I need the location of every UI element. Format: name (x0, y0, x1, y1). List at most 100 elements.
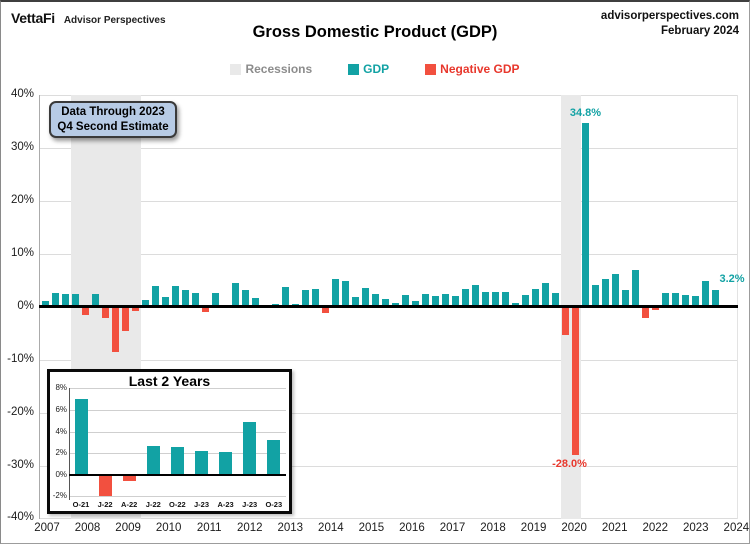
gdp-bar (212, 292, 219, 307)
gdp-bar (462, 288, 469, 307)
x-tick-label: 2010 (155, 522, 182, 534)
callout-label: -28.0% (552, 458, 587, 471)
gdp-bar (162, 296, 169, 307)
gdp-bar (612, 274, 619, 307)
gdp-bar (132, 307, 139, 311)
x-tick-label: 2009 (115, 522, 141, 534)
date-label: February 2024 (661, 25, 739, 37)
gdp-bar (232, 282, 239, 307)
gdp-bar (182, 290, 189, 307)
inset-gridline (69, 496, 286, 498)
x-tick-label: 2016 (399, 522, 425, 534)
y-tick-label: 30% (10, 141, 34, 153)
note-box: Data Through 2023 Q4 Second Estimate (49, 101, 177, 138)
x-tick-label: 2019 (520, 522, 547, 534)
inset-x-tick-label: J-23 (242, 500, 258, 509)
gdp-bar (382, 298, 389, 307)
gdp-bar (122, 307, 129, 332)
gdp-bar (522, 295, 529, 307)
gdp-bar (532, 288, 539, 307)
gdp-bar (652, 307, 659, 311)
header-meta: advisorperspectives.com February 2024 (601, 9, 739, 39)
gdp-bar (562, 307, 569, 336)
y-tick-label: -10% (7, 353, 34, 365)
gridline (39, 95, 738, 96)
y-tick-label: -40% (7, 511, 34, 523)
gdp-bar (152, 285, 159, 307)
gdp-bar (62, 294, 69, 307)
x-tick-label: 2014 (318, 522, 344, 534)
y-axis-labels: 40% 30% 20% 10% 0% -10% -20% -30% -40% (1, 88, 34, 523)
gridline (39, 518, 738, 519)
gdp-bar (492, 292, 499, 307)
gdp-bar (312, 288, 319, 307)
gdp-bar (352, 296, 359, 307)
gdp-bar (502, 291, 509, 307)
gdp-bar (362, 288, 369, 307)
gdp-bar (202, 307, 209, 312)
inset-x-tick-label: O-22 (169, 500, 186, 509)
inset-x-tick-label: J-22 (97, 500, 113, 509)
gdp-bar (672, 293, 679, 307)
inset-gridline (69, 410, 286, 411)
gdp-bar (432, 296, 439, 307)
gdp-bar (632, 269, 639, 307)
gdp-bar (572, 307, 579, 456)
gdp-bar (552, 293, 559, 307)
gdp-bar (112, 307, 119, 353)
inset-x-tick-label: J-23 (193, 500, 209, 509)
legend-label: Negative GDP (440, 62, 520, 76)
gridline (39, 148, 738, 149)
y-tick-label: -30% (7, 459, 34, 471)
callout-label: 3.2% (719, 273, 745, 286)
gdp-swatch-icon (348, 63, 360, 75)
negative-gdp-swatch-icon (425, 63, 437, 75)
gdp-bar (332, 278, 339, 307)
inset-y-tick-label: -2% (52, 491, 67, 501)
inset-x-tick-label: J-22 (145, 500, 161, 509)
note-box-line2: Q4 Second Estimate (57, 121, 169, 133)
inset-zero-line (69, 473, 286, 477)
gdp-bar (242, 289, 249, 307)
gdp-bar (172, 286, 179, 307)
x-tick-label: 2013 (277, 522, 304, 534)
zero-line (39, 305, 738, 308)
gdp-bar (302, 290, 309, 307)
legend-item-recessions: Recessions (230, 62, 312, 76)
gdp-bar (602, 279, 609, 307)
gridline (39, 201, 738, 202)
gdp-bar (322, 307, 329, 313)
x-tick-label: 2017 (439, 522, 466, 534)
gdp-bar (712, 290, 719, 307)
x-tick-label: 2011 (196, 522, 222, 534)
inset-y-tick-label: 0% (55, 469, 67, 479)
inset-plot: 8% 6% 4% 2% 0% -2% O-21 J-22 A-22 J-22 O-22 J-23 A-2… (50, 372, 289, 511)
inset-x-tick-label: O-21 (72, 500, 90, 509)
inset-gdp-bar (122, 474, 136, 482)
gdp-bar (342, 280, 349, 307)
note-box-line1: Data Through 2023 (61, 106, 165, 118)
site-label: advisorperspectives.com (600, 10, 739, 22)
gdp-bar (52, 293, 59, 307)
inset-y-tick-label: 2% (55, 448, 67, 458)
gdp-bar (542, 282, 549, 307)
gdp-bar (452, 296, 459, 307)
gdp-bar (442, 294, 449, 307)
gdp-bar (402, 295, 409, 307)
x-tick-label: 2007 (34, 522, 60, 534)
gdp-bar (72, 293, 79, 307)
gdp-bar (642, 307, 649, 318)
gdp-bar (622, 289, 629, 307)
legend-label: GDP (363, 62, 390, 76)
gdp-bar (102, 307, 109, 319)
gridline (39, 254, 738, 255)
inset-gdp-bar (170, 446, 184, 475)
x-tick-label: 2021 (601, 522, 628, 534)
inset-gdp-bar (98, 474, 112, 497)
y-tick-label: 40% (10, 88, 34, 100)
inset-y-axis-line (69, 388, 70, 500)
x-tick-label: 2023 (683, 522, 709, 534)
x-tick-label: 2015 (358, 522, 385, 534)
gridline (39, 360, 738, 361)
